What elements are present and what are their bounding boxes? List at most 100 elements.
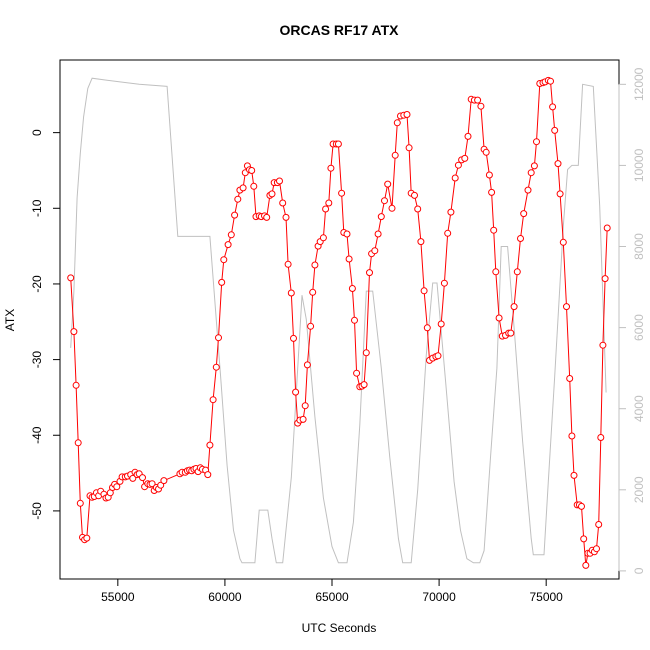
data-point <box>231 211 239 219</box>
data-point <box>381 197 388 205</box>
data-point <box>160 477 168 485</box>
x-tick-label: 70000 <box>422 590 456 604</box>
data-point <box>338 189 346 197</box>
data-point <box>556 190 564 198</box>
x-axis-label: UTC Seconds <box>302 621 377 635</box>
data-point <box>447 208 455 216</box>
data-point <box>239 184 247 192</box>
data-point <box>411 191 418 199</box>
data-point <box>444 229 452 237</box>
data-point <box>513 268 521 276</box>
x-axis: 55000 60000 65000 70000 75000 <box>101 578 563 604</box>
data-point <box>437 320 445 328</box>
y-tick-label: -10 <box>30 199 44 217</box>
data-point <box>440 279 448 287</box>
data-point <box>348 285 356 292</box>
y2-tick-label: 8000 <box>632 233 646 260</box>
data-point <box>366 269 373 277</box>
data-point <box>384 180 392 188</box>
y-tick-label: -20 <box>30 275 44 293</box>
data-point <box>218 278 226 286</box>
data-point <box>76 499 84 507</box>
data-point <box>582 561 590 569</box>
y-axis-label: ATX <box>3 309 17 331</box>
data-point <box>474 96 482 104</box>
data-point <box>593 545 600 553</box>
data-point <box>248 167 256 174</box>
data-point <box>220 256 228 264</box>
data-point <box>309 288 317 296</box>
data-point <box>83 534 91 542</box>
data-point <box>533 138 540 146</box>
data-point <box>566 375 574 382</box>
x-tick-label: 55000 <box>101 590 135 604</box>
data-point <box>451 174 459 182</box>
data-point <box>549 103 557 111</box>
data-point <box>414 205 422 213</box>
data-point <box>148 480 156 488</box>
data-point <box>510 303 518 311</box>
data-point <box>129 474 137 482</box>
data-point <box>362 349 370 357</box>
data-point <box>290 334 297 342</box>
data-point <box>580 535 588 543</box>
data-point <box>461 154 469 162</box>
data-point <box>603 224 611 232</box>
data-point <box>351 316 358 324</box>
data-point <box>279 199 287 207</box>
data-point <box>530 162 538 170</box>
data-point <box>393 119 401 127</box>
y2-tick-label: 4000 <box>632 395 646 422</box>
y2-tick-label: 2000 <box>632 476 646 503</box>
data-point <box>520 210 528 218</box>
data-point <box>212 363 220 371</box>
y2-axis: 0 2000 4000 6000 8000 10000 12000 <box>618 67 646 574</box>
data-point <box>601 275 609 283</box>
data-point <box>559 238 567 246</box>
data-point <box>507 329 515 337</box>
data-point <box>570 471 578 479</box>
y2-tick-label: 6000 <box>632 314 646 341</box>
data-point <box>227 231 235 239</box>
data-point <box>224 241 232 249</box>
data-point <box>157 481 165 489</box>
data-point <box>70 328 78 336</box>
data-point <box>209 396 217 404</box>
data-point <box>303 361 311 369</box>
data-point <box>319 234 327 242</box>
data-point <box>517 235 524 242</box>
data-point <box>334 140 342 148</box>
data-point <box>345 255 353 263</box>
data-point <box>301 402 309 410</box>
data-point <box>206 441 214 449</box>
data-point <box>417 238 425 246</box>
data-point <box>563 303 570 311</box>
data-point <box>139 474 146 482</box>
data-point <box>482 148 490 156</box>
secondary-series-line <box>70 77 607 564</box>
data-point <box>287 289 295 297</box>
data-point <box>74 439 82 447</box>
y2-tick-label: 12000 <box>632 67 646 101</box>
primary-series <box>67 76 611 569</box>
data-point <box>371 247 379 255</box>
x-tick-label: 60000 <box>208 590 242 604</box>
data-point <box>599 341 607 349</box>
y-tick-label: -30 <box>30 351 44 369</box>
data-point <box>374 230 382 238</box>
data-point <box>597 434 605 441</box>
data-point <box>464 132 472 140</box>
data-point <box>420 287 428 295</box>
data-point <box>388 204 396 212</box>
data-point <box>568 432 576 440</box>
data-point <box>327 164 335 172</box>
data-point <box>322 205 330 213</box>
y-tick-label: -40 <box>30 426 44 444</box>
data-point <box>250 182 258 190</box>
data-point <box>282 213 290 221</box>
data-point <box>547 77 554 85</box>
y2-tick-label: 0 <box>632 567 646 574</box>
data-point <box>343 230 351 238</box>
